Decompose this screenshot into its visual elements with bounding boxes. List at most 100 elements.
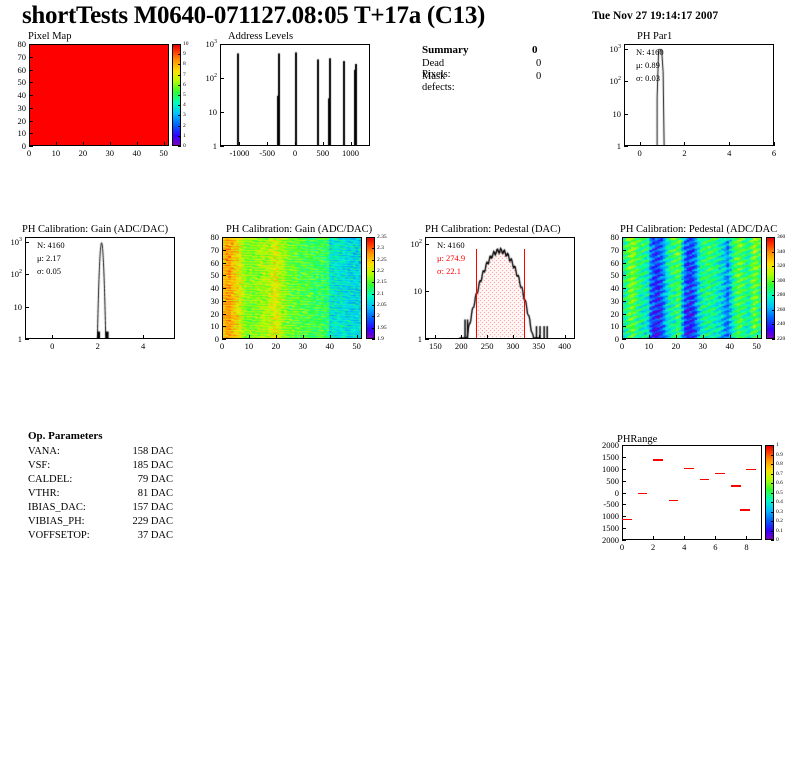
axis-tick-label: 102 bbox=[410, 238, 423, 249]
axis-tick bbox=[756, 335, 758, 339]
colorbar-tick-label: 1.95 bbox=[377, 324, 387, 331]
axis-tick bbox=[624, 146, 628, 147]
axis-tick-label: 30 bbox=[210, 295, 220, 306]
axis-tick-label: 40 bbox=[610, 283, 620, 293]
axis-tick bbox=[729, 142, 731, 146]
axis-tick bbox=[220, 44, 224, 45]
axis-tick-label: 1000 bbox=[342, 148, 360, 158]
axis-tick-label: 10 bbox=[610, 321, 620, 332]
colorbar-tick-label: 2.3 bbox=[377, 245, 384, 252]
colorbar-tick-label: 260 bbox=[777, 306, 786, 313]
axis-tick-label: 30 bbox=[298, 341, 308, 351]
colorbar-tick-label: 320 bbox=[777, 263, 786, 270]
axis-tick bbox=[435, 335, 437, 339]
axis-tick-label: -500 bbox=[259, 148, 276, 158]
axis-tick-label: 2 bbox=[95, 341, 100, 351]
axis-tick bbox=[222, 237, 226, 238]
colorbar-tick bbox=[372, 339, 375, 340]
axis-tick-label: 103 bbox=[10, 236, 23, 247]
gain-hist-plot[interactable] bbox=[25, 237, 175, 339]
axis-tick bbox=[29, 82, 33, 84]
axis-tick-label: 70 bbox=[17, 51, 27, 62]
axis-tick-label: 30 bbox=[105, 148, 115, 158]
axis-tick bbox=[684, 142, 686, 146]
colorbar-tick-label: 1 bbox=[183, 132, 186, 139]
phrange-segment bbox=[730, 485, 741, 487]
gain-hist-title: PH Calibration: Gain (ADC/DAC) bbox=[22, 224, 169, 235]
axis-tick-label: -500 bbox=[603, 499, 619, 510]
axis-tick-label: 150 bbox=[428, 341, 442, 351]
summary-title-value: 0 bbox=[532, 44, 538, 56]
axis-tick-label: 103 bbox=[609, 43, 622, 54]
op-parameter-name: VSF: bbox=[28, 460, 51, 471]
axis-tick-label: 10 bbox=[51, 148, 61, 158]
axis-tick bbox=[622, 288, 626, 289]
op-parameter-value: 157 DAC bbox=[132, 502, 173, 513]
pedestal-hist-plot[interactable] bbox=[425, 237, 575, 339]
gain-map-plot[interactable] bbox=[222, 237, 362, 339]
colorbar-tick bbox=[771, 540, 774, 541]
op-parameter-value: 185 DAC bbox=[132, 460, 173, 471]
colorbar-tick-label: 0.9 bbox=[776, 451, 783, 458]
colorbar-tick bbox=[771, 483, 774, 484]
op-parameter-row: VIBIAS_PH: 229 DAC bbox=[28, 516, 173, 530]
colorbar-tick-label: 360 bbox=[777, 234, 786, 240]
axis-tick bbox=[222, 335, 223, 339]
colorbar-tick-label: 1 bbox=[776, 442, 779, 448]
ph-par1-stat-sigma: σ: 0.03 bbox=[636, 73, 660, 83]
colorbar-tick-label: 0 bbox=[776, 537, 779, 543]
gain-hist-stat-mu: μ: 2.17 bbox=[37, 253, 61, 263]
pedestal-marker-line bbox=[524, 249, 526, 338]
axis-tick bbox=[350, 142, 352, 146]
axis-tick-label: 2000 bbox=[602, 535, 619, 545]
axis-tick bbox=[295, 142, 296, 146]
phrange-segment bbox=[637, 492, 648, 495]
axis-tick-label: 0 bbox=[619, 341, 625, 351]
ph-par1-plot[interactable] bbox=[624, 44, 774, 146]
axis-tick bbox=[746, 536, 748, 540]
axis-tick-label: 20 bbox=[210, 308, 220, 319]
axis-tick bbox=[564, 335, 566, 339]
axis-tick-label: 1 bbox=[212, 141, 217, 151]
axis-tick bbox=[622, 504, 626, 506]
axis-tick bbox=[52, 335, 54, 339]
axis-tick bbox=[487, 335, 489, 339]
axis-tick-label: 0 bbox=[292, 148, 298, 158]
axis-tick-label: 20 bbox=[78, 148, 88, 158]
axis-tick bbox=[425, 339, 429, 340]
colorbar-tick-label: 2.2 bbox=[377, 268, 384, 274]
colorbar-tick-label: 0.5 bbox=[776, 489, 783, 496]
axis-tick bbox=[729, 335, 731, 339]
colorbar-tick bbox=[372, 237, 375, 238]
axis-tick bbox=[622, 456, 626, 458]
axis-tick bbox=[222, 249, 226, 251]
phrange-segment bbox=[746, 468, 757, 471]
pixel-map-plot[interactable] bbox=[29, 44, 169, 146]
axis-tick-label: 80 bbox=[610, 232, 620, 242]
axis-tick-label: 1 bbox=[17, 334, 22, 344]
colorbar-tick bbox=[771, 454, 774, 456]
axis-tick-label: 60 bbox=[610, 257, 620, 268]
address-levels-plot[interactable] bbox=[220, 44, 370, 146]
axis-tick bbox=[648, 335, 650, 339]
axis-tick-label: 1500 bbox=[602, 451, 619, 462]
axis-tick bbox=[82, 142, 84, 146]
axis-tick-label: 10 bbox=[413, 286, 423, 297]
pedestal-map-plot[interactable] bbox=[622, 237, 762, 339]
axis-tick-label: 4 bbox=[141, 341, 146, 351]
axis-tick bbox=[29, 146, 33, 147]
summary-value-dead-pixels: 0 bbox=[536, 58, 542, 69]
axis-tick-label: 60 bbox=[210, 257, 220, 268]
axis-tick bbox=[622, 262, 626, 264]
pedestal-hist-title: PH Calibration: Pedestal (DAC) bbox=[425, 224, 561, 235]
axis-tick-label: 102 bbox=[205, 73, 218, 83]
axis-tick-label: 200 bbox=[454, 341, 468, 351]
axis-tick-label: -1000 bbox=[229, 148, 250, 158]
summary-value-mask-defects: 0 bbox=[536, 71, 542, 82]
colorbar-tick-label: 10 bbox=[183, 41, 189, 47]
axis-tick bbox=[220, 146, 224, 147]
phrange-segment bbox=[699, 478, 710, 481]
colorbar-tick-label: 9 bbox=[183, 51, 186, 58]
pedestal-map-colorbar bbox=[766, 237, 775, 339]
axis-tick-label: 20 bbox=[17, 115, 27, 126]
